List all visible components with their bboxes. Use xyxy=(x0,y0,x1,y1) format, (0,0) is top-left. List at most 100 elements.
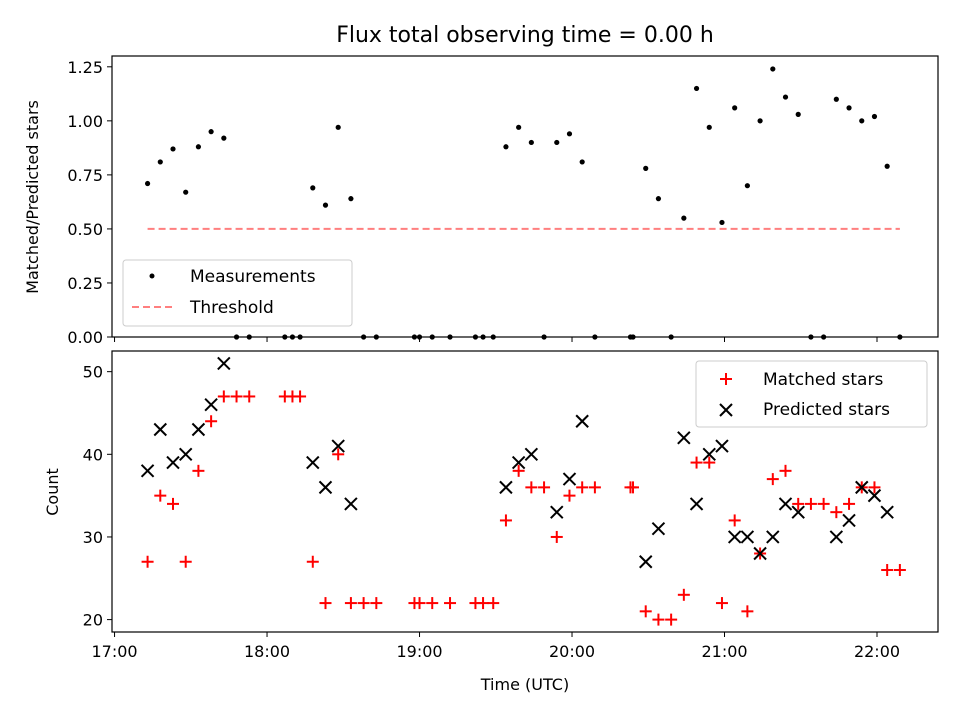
measurement-point xyxy=(195,144,202,150)
bottom-legend-box xyxy=(695,360,928,428)
predicted-star-point xyxy=(562,472,577,486)
predicted-star-stroke xyxy=(829,530,844,544)
matched-star-point xyxy=(576,481,589,494)
predicted-star-stroke xyxy=(217,356,231,371)
measurement-point xyxy=(221,135,227,141)
x-axis-label: Time (UTC) xyxy=(480,675,569,694)
predicted-star-stroke xyxy=(702,447,716,462)
matched-star-point xyxy=(192,464,205,477)
bottom-y-axis-label: Count xyxy=(43,468,62,516)
matched-star-point xyxy=(344,597,357,610)
predicted-star-point xyxy=(575,414,589,428)
bottom-axes-frame xyxy=(111,350,939,633)
matched-star-point xyxy=(538,481,551,494)
matched-star-point xyxy=(230,390,243,403)
legend-predicted-marker xyxy=(719,403,733,417)
predicted-star-stroke xyxy=(778,497,793,511)
predicted-star-stroke xyxy=(318,480,333,495)
matched-star-point xyxy=(205,415,218,428)
matched-star-point xyxy=(512,464,525,477)
matched-star-point xyxy=(868,481,881,494)
matched-star-point xyxy=(294,390,307,403)
predicted-star-point xyxy=(880,505,894,519)
matched-star-point xyxy=(166,497,179,510)
measurement-point xyxy=(348,196,354,202)
predicted-star-point xyxy=(217,356,231,371)
matched-star-point xyxy=(550,530,563,543)
predicted-star-stroke xyxy=(562,472,577,486)
predicted-star-stroke xyxy=(204,398,218,412)
matched-star-point xyxy=(332,448,345,461)
matched-star-point xyxy=(703,456,716,469)
predicted-star-stroke xyxy=(753,546,767,561)
matched-star-point xyxy=(792,497,805,510)
predicted-star-stroke xyxy=(140,464,155,478)
legend-measurements-marker xyxy=(149,273,155,279)
matched-star-point xyxy=(665,613,678,626)
predicted-star-stroke xyxy=(867,488,882,503)
matched-star-point xyxy=(741,605,754,618)
matched-star-point xyxy=(499,514,512,527)
top-axes-frame xyxy=(111,55,939,338)
matched-star-point xyxy=(893,564,906,577)
matched-star-point xyxy=(881,564,894,577)
x-tick-label: 17:00 xyxy=(91,642,137,661)
bottom-plot-area: 17:00 18:00 19:00 20:00 21:00 22:00 20 30 40 50 xyxy=(83,356,906,661)
predicted-star-stroke xyxy=(499,480,513,495)
predicted-star-stroke xyxy=(715,439,729,453)
measurement-point xyxy=(719,219,725,226)
predicted-star-point xyxy=(753,546,767,561)
legend-matched-marker xyxy=(720,373,732,385)
x-tick-label: 22:00 xyxy=(854,642,900,661)
measurement-point xyxy=(744,183,750,189)
measurement-point xyxy=(859,118,865,124)
predicted-star-point xyxy=(791,505,805,519)
measurement-point xyxy=(643,165,649,171)
matched-star-point xyxy=(487,597,500,610)
predicted-star-point xyxy=(140,464,155,478)
matched-star-point xyxy=(306,555,319,568)
top-legend-box xyxy=(122,259,353,327)
predicted-star-point xyxy=(651,521,666,536)
bottom-y-tick-label: 50 xyxy=(83,363,103,382)
measurement-point xyxy=(706,124,712,130)
predicted-star-stroke xyxy=(511,455,526,470)
x-tick-label: 21:00 xyxy=(701,642,747,661)
matched-star-point xyxy=(779,464,792,477)
legend-matched-label: Matched stars xyxy=(763,370,883,390)
predicted-star-point xyxy=(727,530,742,544)
predicted-star-point xyxy=(842,513,856,528)
predicted-star-point xyxy=(639,555,653,569)
measurement-point xyxy=(516,124,522,130)
matched-star-point xyxy=(652,613,665,626)
measurement-point xyxy=(183,189,189,195)
matched-star-point xyxy=(154,489,167,502)
bottom-legend: Matched stars Predicted stars xyxy=(695,360,928,428)
matched-star-point xyxy=(677,588,690,601)
top-y-tick-label: 0.00 xyxy=(67,328,103,347)
x-tick-label: 19:00 xyxy=(396,642,442,661)
matched-star-point xyxy=(690,456,703,469)
predicted-star-stroke xyxy=(727,530,742,544)
matched-star-point xyxy=(319,597,332,610)
predicted-star-point xyxy=(318,480,333,495)
predicted-star-stroke xyxy=(689,497,704,511)
predicted-star-stroke xyxy=(524,447,539,462)
matched-star-point xyxy=(477,597,490,610)
predicted-star-point xyxy=(306,455,320,470)
bottom-y-tick-label: 20 xyxy=(83,611,103,630)
bottom-y-tick-label: 30 xyxy=(83,528,103,547)
predicted-star-point xyxy=(867,488,882,503)
predicted-star-point xyxy=(511,455,526,470)
measurement-point xyxy=(144,180,151,187)
matched-star-point xyxy=(217,390,230,403)
x-tick-label: 18:00 xyxy=(244,642,290,661)
matched-star-point xyxy=(243,390,256,403)
chart-title: Flux total observing time = 0.00 h xyxy=(336,23,714,48)
matched-star-point xyxy=(141,555,154,568)
measurement-point xyxy=(732,105,738,111)
predicted-star-point xyxy=(499,480,513,495)
predicted-star-stroke xyxy=(306,455,320,470)
